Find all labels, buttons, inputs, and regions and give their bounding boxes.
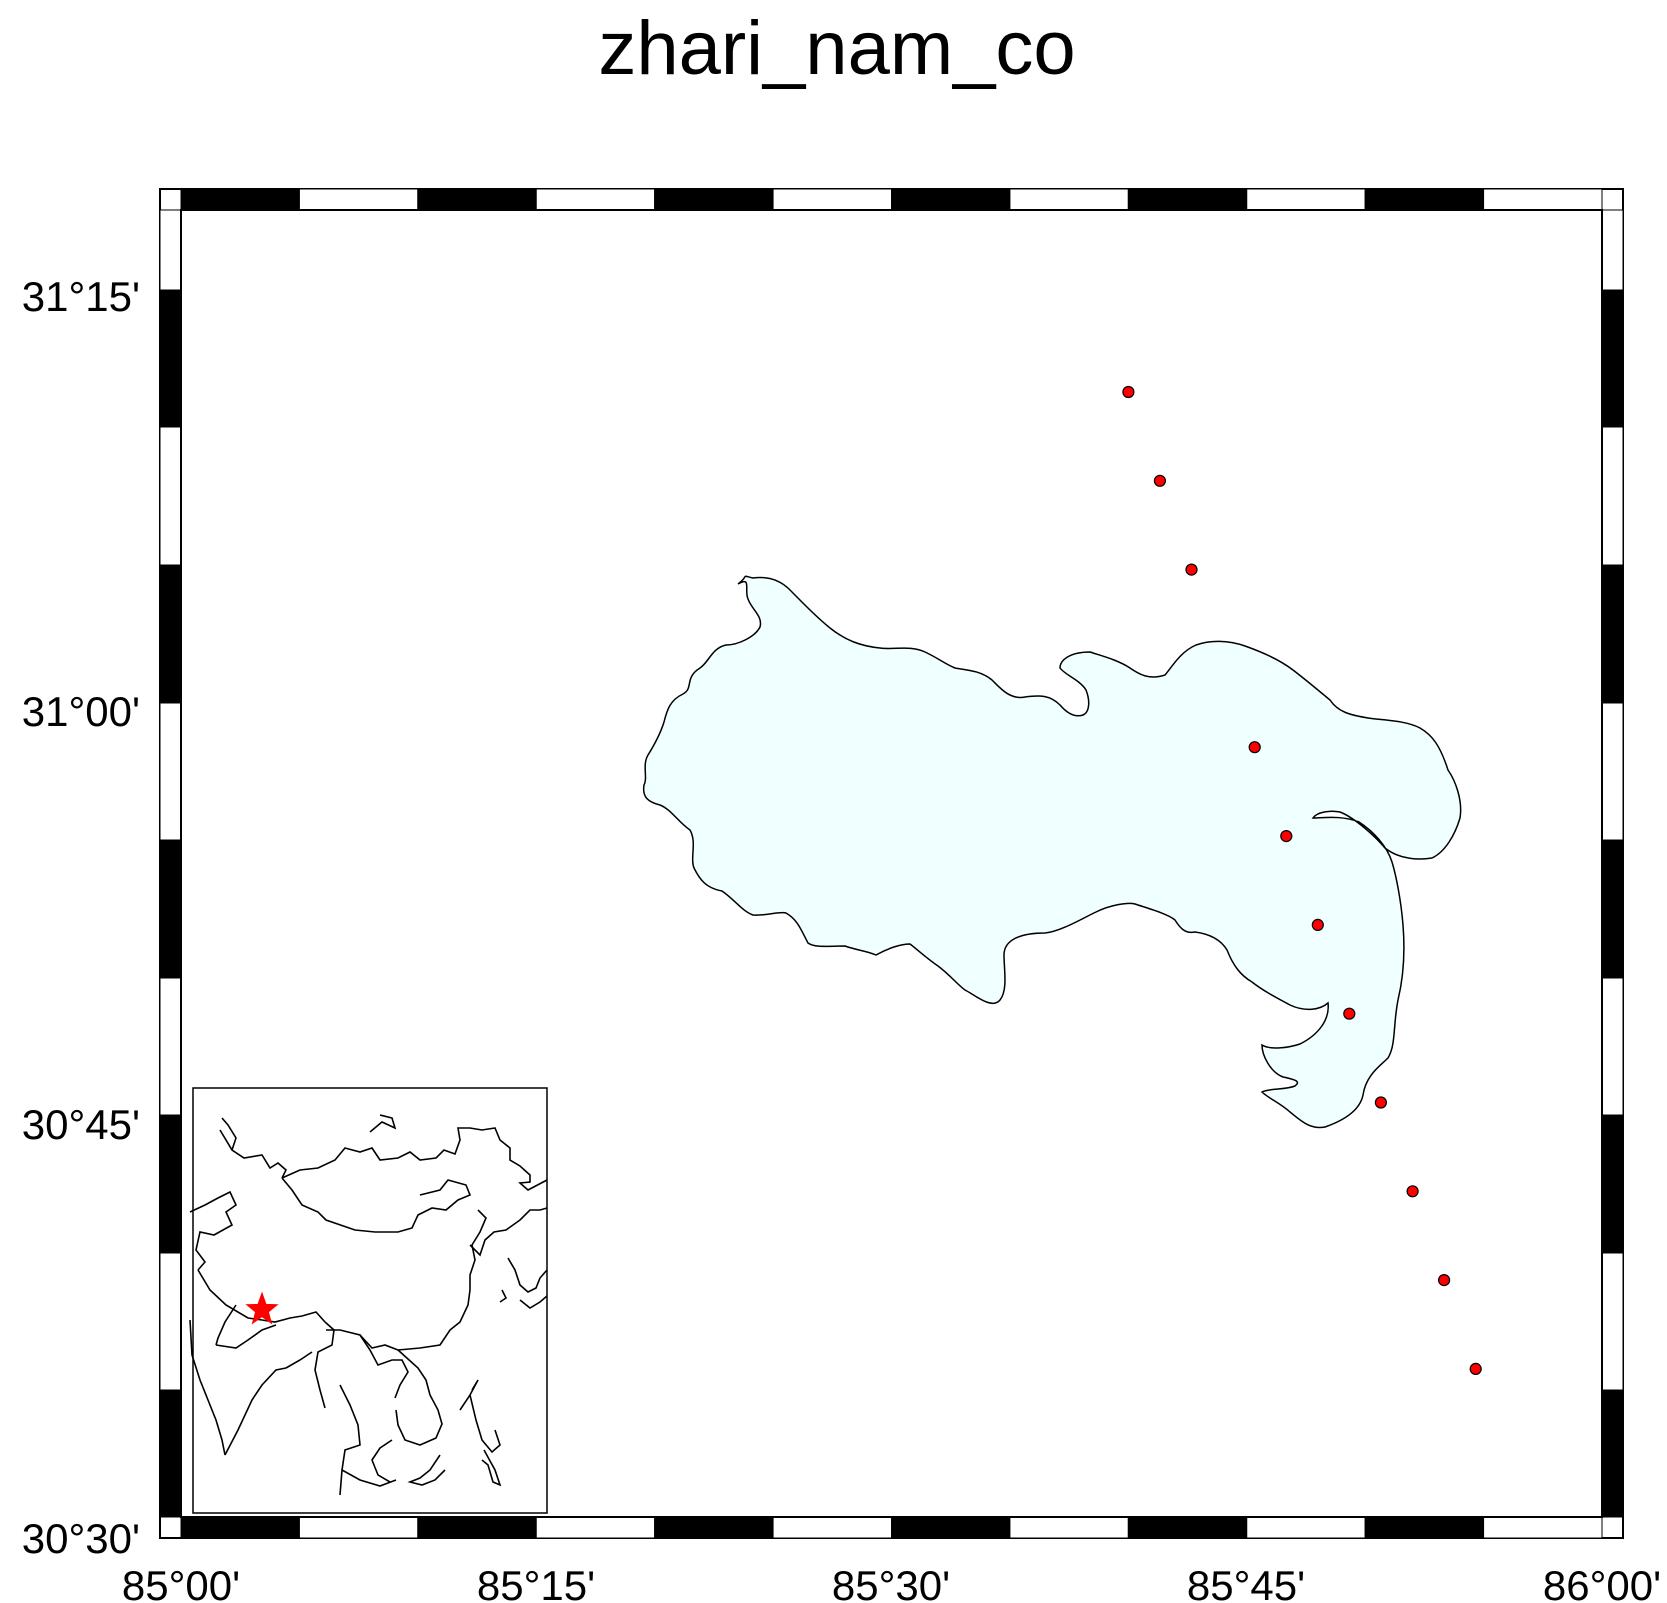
x-tick-label: 85°00' xyxy=(122,1562,240,1603)
frame-tick-segment xyxy=(535,1516,656,1539)
frame-tick-segment xyxy=(298,188,419,211)
frame-tick-segment xyxy=(654,188,774,211)
sample-points xyxy=(1122,385,1482,1376)
frame-tick-segment xyxy=(1601,702,1624,841)
x-tick-label: 86°00' xyxy=(1543,1562,1661,1603)
map-frame xyxy=(159,188,1624,1539)
x-tick-label: 85°15' xyxy=(477,1562,595,1603)
frame-tick-segment xyxy=(1127,188,1248,211)
y-tick-label: 30°45' xyxy=(22,1101,140,1148)
frame-tick-segment xyxy=(298,1516,419,1539)
frame-tick-segment xyxy=(1483,1516,1603,1539)
frame-tick-segment xyxy=(1364,188,1485,211)
frame-tick-segment xyxy=(1601,839,1624,979)
frame-tick-segment xyxy=(1009,188,1129,211)
frame-tick-segment xyxy=(654,1516,774,1539)
frame-tick-segment xyxy=(159,839,182,979)
frame-tick-segment xyxy=(1601,564,1624,704)
frame-tick-segment xyxy=(891,1516,1011,1539)
inset-country-borders xyxy=(189,1114,548,1496)
frame-tick-segment xyxy=(772,1516,892,1539)
y-tick-label: 31°00' xyxy=(22,688,140,735)
frame-tick-segment xyxy=(1601,1114,1624,1254)
frame-tick-segment xyxy=(159,702,182,841)
sample-point xyxy=(1248,741,1261,754)
sample-point xyxy=(1374,1096,1388,1109)
y-tick-label: 30°30' xyxy=(22,1515,140,1562)
frame-tick-segment xyxy=(1364,1516,1485,1539)
frame-tick-segment xyxy=(1601,426,1624,566)
frame-tick-segment xyxy=(1127,1516,1248,1539)
sample-point xyxy=(1122,385,1135,399)
y-tick-label: 31°15' xyxy=(22,273,140,320)
frame-tick-segment xyxy=(159,209,182,291)
x-axis-labels: 85°00' 85°15' 85°30' 85°45' 86°00' xyxy=(122,1562,1661,1603)
frame-tick-segment xyxy=(1483,188,1603,211)
x-tick-label: 85°30' xyxy=(832,1562,950,1603)
frame-tick-segment xyxy=(1601,289,1624,428)
map-title: zhari_nam_co xyxy=(598,6,1075,91)
frame-tick-segment xyxy=(159,1114,182,1254)
frame-tick-segment xyxy=(159,977,182,1116)
frame-tick-segment xyxy=(1601,209,1624,291)
frame-tick-segment xyxy=(417,188,537,211)
frame-tick-segment xyxy=(1009,1516,1129,1539)
frame-tick-segment xyxy=(159,289,182,428)
frame-tick-segment xyxy=(180,1516,300,1539)
frame-checker-ticks xyxy=(159,188,1624,1539)
y-axis-labels: 31°15' 31°00' 30°45' 30°30' xyxy=(22,273,140,1562)
frame-tick-segment xyxy=(1601,1389,1624,1518)
frame-tick-segment xyxy=(1246,1516,1366,1539)
sample-point xyxy=(1406,1185,1419,1198)
frame-tick-segment xyxy=(891,188,1011,211)
frame-tick-segment xyxy=(1246,188,1366,211)
sample-point xyxy=(1185,563,1198,576)
sample-point xyxy=(1343,1007,1356,1020)
inset-frame xyxy=(192,1087,548,1514)
frame-tick-segment xyxy=(535,188,656,211)
x-tick-label: 85°45' xyxy=(1187,1562,1305,1603)
sample-point xyxy=(1311,918,1324,932)
frame-tick-segment xyxy=(180,188,300,211)
frame-tick-segment xyxy=(1601,977,1624,1116)
sample-point xyxy=(1153,474,1167,487)
frame-tick-segment xyxy=(417,1516,537,1539)
frame-tick-segment xyxy=(159,426,182,566)
frame-tick-segment xyxy=(159,1252,182,1391)
sample-point xyxy=(1469,1362,1482,1376)
frame-tick-segment xyxy=(159,564,182,704)
lake-polygon xyxy=(642,575,1462,1129)
map-area xyxy=(642,385,1482,1376)
inset-map xyxy=(189,1087,548,1514)
frame-tick-segment xyxy=(772,188,892,211)
sample-point xyxy=(1437,1273,1451,1287)
sample-point xyxy=(1280,829,1293,843)
frame-tick-segment xyxy=(159,1389,182,1518)
frame-tick-segment xyxy=(1601,1252,1624,1391)
location-star-icon xyxy=(245,1291,279,1325)
